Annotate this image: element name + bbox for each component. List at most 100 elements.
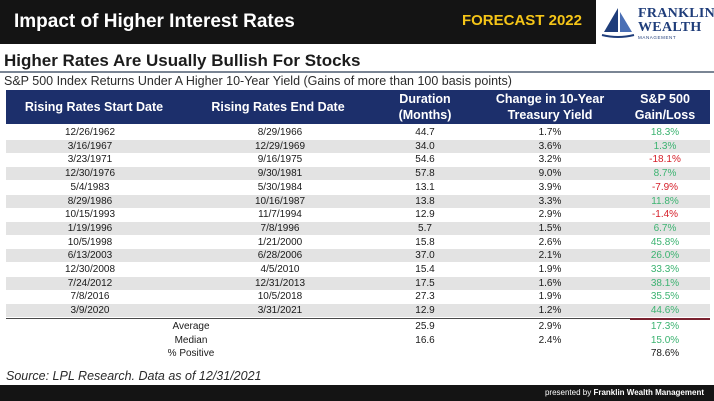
summary-row: Average 25.9 2.9% 17.3% (6, 320, 710, 333)
gain-column-accent-line (630, 318, 710, 320)
start-date-cell: 12/30/2008 (64, 264, 116, 275)
duration-cell: 44.7 (415, 127, 435, 138)
slide-heading: Higher Rates Are Usually Bullish For Sto… (4, 51, 361, 70)
start-date-cell: 12/30/1976 (64, 168, 116, 180)
logo-text-wealth: WEALTH (638, 20, 702, 35)
gain-loss-cell: 11.8% (651, 195, 679, 207)
start-date-cell: 1/19/1996 (67, 222, 113, 234)
forecast-label: FORECAST 2022 (461, 12, 582, 29)
yield-change-cell: 3.2% (538, 154, 562, 166)
start-date-cell: 5/4/1983 (70, 181, 110, 193)
gain-loss-cell: 8.7% (653, 168, 677, 180)
end-date-cell: 10/16/1987 (254, 195, 306, 207)
sailboat-icon (601, 8, 635, 38)
summary-duration: 16.6 (415, 334, 435, 346)
yield-change-cell: 1.6% (538, 277, 562, 289)
yield-change-cell: 2.6% (538, 236, 562, 248)
end-date-cell: 12/31/2013 (254, 277, 306, 289)
logo-text-franklin: FRANKLIN (638, 6, 714, 21)
end-date-cell: 7/8/1996 (260, 222, 300, 234)
summary-gain-loss: 17.3% (650, 321, 680, 332)
gain-loss-cell: 6.7% (653, 222, 677, 234)
gain-loss-cell: 18.3% (650, 127, 680, 138)
source-note: Source: LPL Research. Data as of 12/31/2… (6, 369, 262, 383)
summary-label: Median (174, 334, 208, 346)
end-date-cell: 3/31/2021 (257, 305, 303, 317)
table-row: 7/24/2012 12/31/2013 17.5 1.6% 38.1% (6, 276, 710, 290)
end-date-cell: 10/5/2018 (257, 291, 303, 303)
heading-divider (0, 71, 714, 73)
end-date-cell: 8/29/1966 (257, 127, 303, 138)
yield-change-cell: 2.1% (538, 250, 562, 262)
yield-change-cell: 1.9% (538, 291, 562, 303)
yield-change-cell: 1.2% (538, 305, 562, 317)
yield-change-cell: 1.5% (538, 222, 562, 234)
presented-by-text: presented by Franklin Wealth Management (544, 388, 704, 397)
gain-loss-cell: -18.1% (649, 154, 681, 166)
gain-loss-cell: 26.0% (650, 250, 680, 262)
table-row: 8/29/1986 10/16/1987 13.8 3.3% 11.8% (6, 194, 710, 208)
summary-label: Average (172, 321, 210, 332)
yield-change-cell: 3.3% (538, 195, 562, 207)
start-date-cell: 3/16/1967 (67, 140, 113, 152)
column-header-start-date: Rising Rates Start Date (24, 100, 164, 114)
table-row: 1/19/1996 7/8/1996 5.7 1.5% 6.7% (6, 221, 710, 235)
start-date-cell: 3/23/1971 (67, 154, 113, 166)
end-date-cell: 4/5/2010 (260, 264, 300, 275)
yield-change-cell: 3.9% (538, 181, 562, 193)
duration-cell: 12.9 (415, 209, 435, 221)
gain-loss-cell: 35.5% (650, 291, 680, 303)
start-date-cell: 6/13/2003 (67, 250, 113, 262)
start-date-cell: 7/8/2016 (70, 291, 110, 303)
table-row: 10/5/1998 1/21/2000 15.8 2.6% 45.8% (6, 236, 710, 249)
end-date-cell: 6/28/2006 (257, 250, 303, 262)
duration-cell: 12.9 (415, 305, 435, 317)
start-date-cell: 8/29/1986 (67, 195, 113, 207)
table-row: 5/4/1983 5/30/1984 13.1 3.9% -7.9% (6, 181, 710, 194)
summary-row: Median 16.6 2.4% 15.0% (6, 334, 710, 347)
table-row: 7/8/2016 10/5/2018 27.3 1.9% 35.5% (6, 290, 710, 303)
logo-text-management: MANAGEMENT (638, 35, 677, 40)
end-date-cell: 9/30/1981 (257, 168, 303, 180)
duration-cell: 57.8 (415, 168, 435, 180)
gain-loss-cell: 38.1% (650, 277, 680, 289)
gain-loss-cell: -1.4% (651, 209, 679, 221)
summary-row: % Positive 78.6% (6, 347, 710, 360)
franklin-wealth-logo: FRANKLIN WEALTH MANAGEMENT (596, 0, 714, 44)
duration-cell: 34.0 (415, 140, 435, 152)
end-date-cell: 9/16/1975 (257, 154, 303, 166)
table-row: 12/30/1976 9/30/1981 57.8 9.0% 8.7% (6, 167, 710, 181)
title-bar: Impact of Higher Interest Rates FORECAST… (0, 0, 596, 44)
table-row: 10/15/1993 11/7/1994 12.9 2.9% -1.4% (6, 208, 710, 221)
summary-divider (6, 318, 710, 319)
gain-loss-cell: 44.6% (650, 305, 680, 317)
column-header-yield-change: Change in 10-Year Treasury Yield (495, 92, 605, 122)
summary-gain-loss: 78.6% (650, 348, 680, 359)
duration-cell: 5.7 (418, 222, 432, 234)
gain-loss-cell: 1.3% (653, 140, 677, 152)
duration-cell: 17.5 (415, 277, 435, 289)
table-row: 3/16/1967 12/29/1969 34.0 3.6% 1.3% (6, 139, 710, 153)
start-date-cell: 10/15/1993 (64, 209, 116, 221)
table-header: Rising Rates Start Date Rising Rates End… (6, 90, 710, 124)
gain-loss-cell: 45.8% (650, 236, 680, 248)
duration-cell: 37.0 (415, 250, 435, 262)
yield-change-cell: 1.9% (538, 264, 562, 275)
slide-title: Impact of Higher Interest Rates (14, 11, 295, 32)
duration-cell: 15.4 (415, 264, 435, 275)
yield-change-cell: 2.9% (538, 209, 562, 221)
column-header-gain-loss: S&P 500 Gain/Loss (634, 92, 696, 122)
yield-change-cell: 1.7% (538, 127, 562, 138)
yield-change-cell: 9.0% (538, 168, 562, 180)
slide-subheading: S&P 500 Index Returns Under A Higher 10-… (4, 74, 512, 88)
start-date-cell: 10/5/1998 (67, 236, 113, 248)
column-header-duration: Duration (Months) (398, 92, 452, 122)
gain-loss-cell: 33.3% (650, 264, 680, 275)
duration-cell: 13.1 (415, 181, 435, 193)
table-row: 6/13/2003 6/28/2006 37.0 2.1% 26.0% (6, 249, 710, 263)
summary-label: % Positive (167, 348, 215, 359)
end-date-cell: 11/7/1994 (258, 209, 302, 221)
bottom-bar: presented by Franklin Wealth Management (0, 385, 714, 401)
start-date-cell: 12/26/1962 (64, 127, 116, 138)
summary-gain-loss: 15.0% (650, 334, 680, 346)
